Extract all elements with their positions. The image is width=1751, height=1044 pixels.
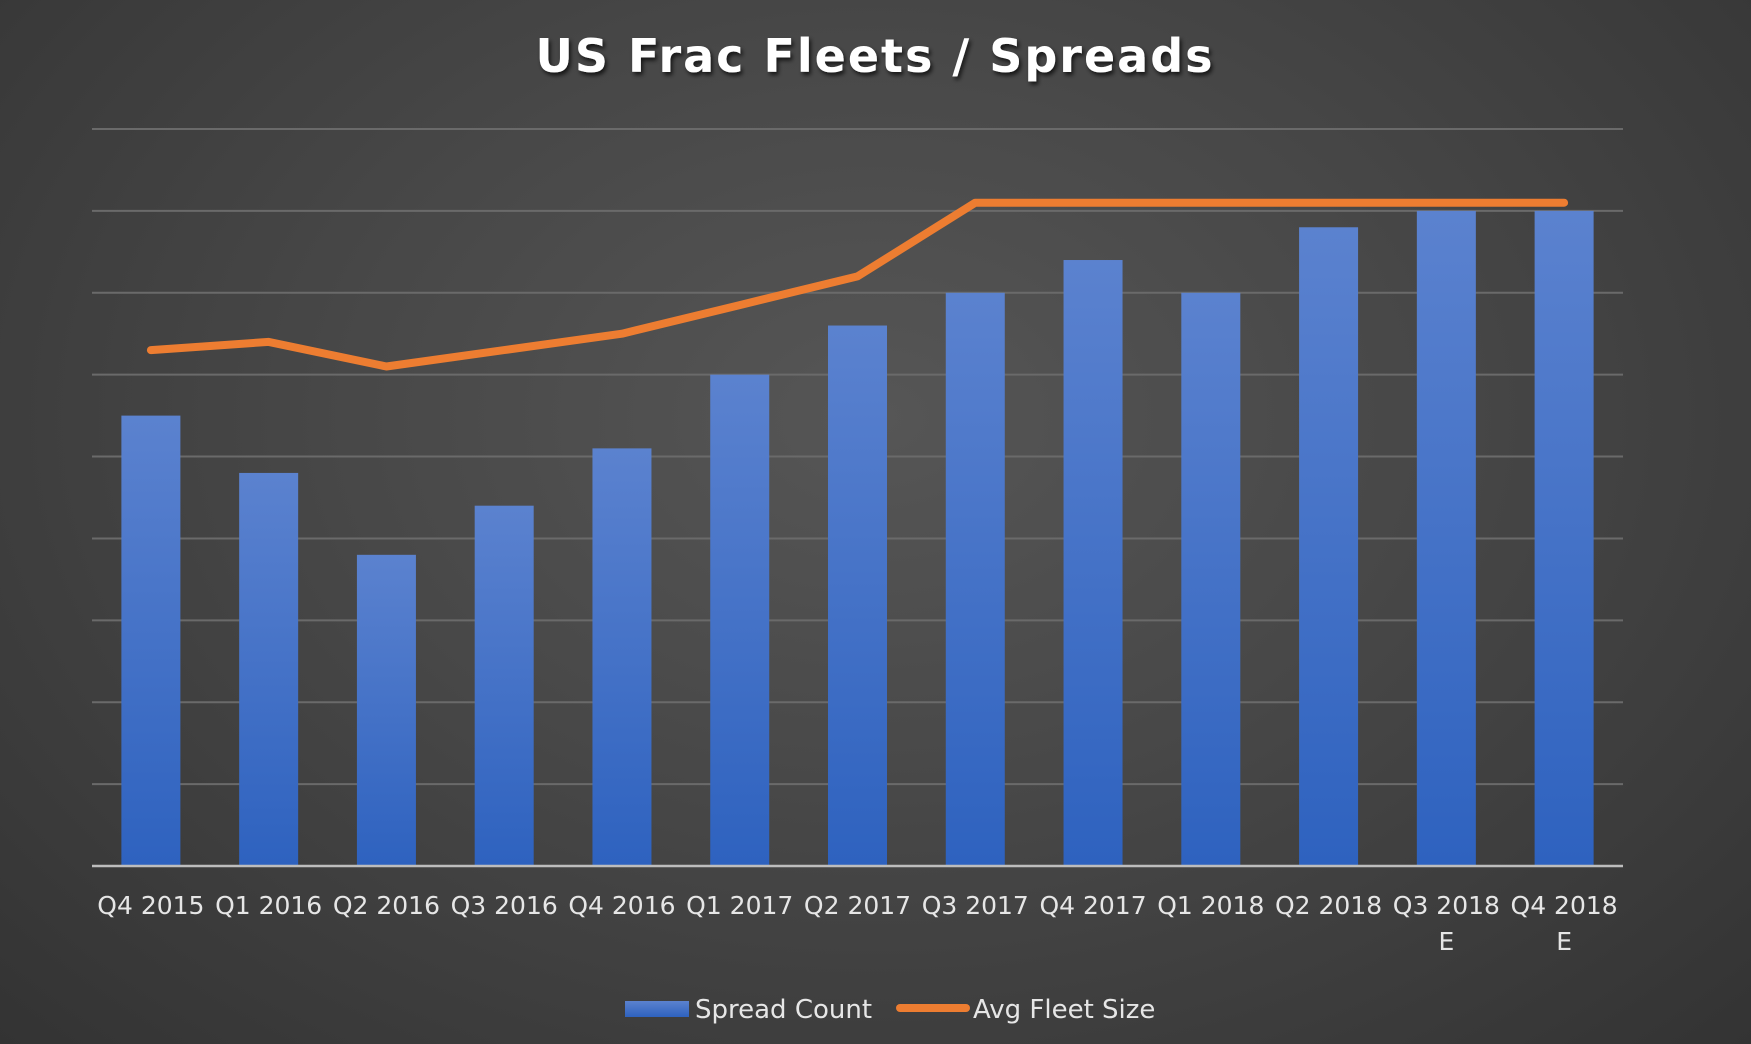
- x-tick-label-line: E: [1438, 927, 1454, 956]
- x-tick-label: Q4 2018 E: [1511, 891, 1618, 956]
- x-tick-label-line: Q3 2016: [451, 891, 558, 920]
- x-tick-label-line: Q1 2018: [1157, 891, 1264, 920]
- x-tick-label: Q4 2016: [568, 891, 675, 920]
- bar-spread-count: [474, 505, 534, 866]
- line-series: [146, 198, 1569, 371]
- x-tick-label-line: Q4 2018: [1511, 891, 1618, 920]
- bar-spread-count: [1299, 227, 1359, 866]
- x-tick-label-line: E: [1556, 927, 1572, 956]
- legend-label-avg-fleet-size: Avg Fleet Size: [973, 995, 1155, 1025]
- x-tick-label: Q1 2017: [686, 891, 793, 920]
- bar-spread-count: [239, 472, 299, 866]
- x-tick-label: Q3 2016: [451, 891, 558, 920]
- x-tick-label: Q2 2017: [804, 891, 911, 920]
- x-tick-label-line: Q1 2017: [686, 891, 793, 920]
- bar-spread-count: [356, 554, 416, 866]
- bar-series: [121, 210, 1594, 866]
- x-tick-label: Q3 2017: [922, 891, 1029, 920]
- x-tick-label-line: Q4 2015: [97, 891, 204, 920]
- bar-spread-count: [945, 292, 1005, 866]
- x-tick-label: Q1 2018: [1157, 891, 1264, 920]
- x-tick-label-line: Q2 2018: [1275, 891, 1382, 920]
- x-tick-label-line: Q2 2016: [333, 891, 440, 920]
- bar-spread-count: [1534, 210, 1594, 866]
- chart-title: US Frac Fleets / Spreads: [535, 29, 1214, 83]
- bar-spread-count: [1063, 260, 1123, 866]
- bar-spread-count: [710, 374, 770, 866]
- x-tick-label-line: Q4 2016: [568, 891, 675, 920]
- x-tick-label: Q4 2015: [97, 891, 204, 920]
- x-tick-label: Q3 2018 E: [1393, 891, 1500, 956]
- line-avg-fleet-size: [146, 198, 1569, 371]
- x-tick-label-line: Q3 2017: [922, 891, 1029, 920]
- x-tick-label: Q2 2016: [333, 891, 440, 920]
- bar-spread-count: [1416, 210, 1476, 866]
- x-tick-label: Q4 2017: [1039, 891, 1146, 920]
- x-tick-label: Q2 2018: [1275, 891, 1382, 920]
- x-tick-label-line: Q1 2016: [215, 891, 322, 920]
- bar-spread-count: [828, 325, 887, 866]
- bar-spread-count: [121, 415, 181, 866]
- legend-label-spread-count: Spread Count: [695, 995, 872, 1025]
- x-tick-label-line: Q2 2017: [804, 891, 911, 920]
- x-axis-tick-labels: Q4 2015 Q1 2016 Q2 2016 Q3 2016 Q4 2016 Q1 20…: [97, 891, 1617, 956]
- bar-spread-count: [1181, 292, 1241, 866]
- x-tick-label-line: Q4 2017: [1039, 891, 1146, 920]
- legend-swatch-spread-count: [625, 1001, 689, 1017]
- bar-spread-count: [592, 448, 652, 866]
- legend: Spread Count Avg Fleet Size: [625, 995, 1155, 1025]
- x-tick-label-line: Q3 2018: [1393, 891, 1500, 920]
- x-tick-label: Q1 2016: [215, 891, 322, 920]
